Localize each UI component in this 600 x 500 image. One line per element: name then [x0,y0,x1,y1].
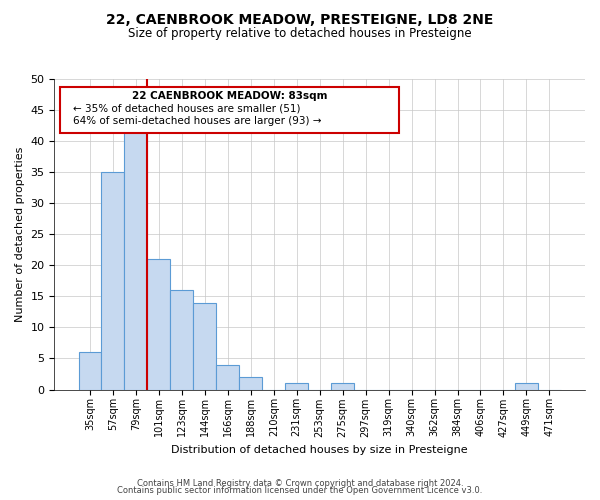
Bar [148,259,170,390]
Bar [331,384,354,390]
Bar [193,302,217,390]
Text: Contains HM Land Registry data © Crown copyright and database right 2024.: Contains HM Land Registry data © Crown c… [137,478,463,488]
Bar [239,377,262,390]
Text: 64% of semi-detached houses are larger (93) →: 64% of semi-detached houses are larger (… [73,116,322,126]
Bar [124,128,148,390]
Bar [79,352,101,390]
Bar [217,364,239,390]
Text: Contains public sector information licensed under the Open Government Licence v3: Contains public sector information licen… [118,486,482,495]
Text: 22 CAENBROOK MEADOW: 83sqm: 22 CAENBROOK MEADOW: 83sqm [132,92,327,102]
Bar [101,172,124,390]
Y-axis label: Number of detached properties: Number of detached properties [15,146,25,322]
X-axis label: Distribution of detached houses by size in Presteigne: Distribution of detached houses by size … [172,445,468,455]
Text: 22, CAENBROOK MEADOW, PRESTEIGNE, LD8 2NE: 22, CAENBROOK MEADOW, PRESTEIGNE, LD8 2N… [106,12,494,26]
FancyBboxPatch shape [60,87,399,134]
Text: Size of property relative to detached houses in Presteigne: Size of property relative to detached ho… [128,28,472,40]
Bar [285,384,308,390]
Text: ← 35% of detached houses are smaller (51): ← 35% of detached houses are smaller (51… [73,104,301,114]
Bar [170,290,193,390]
Bar [515,384,538,390]
